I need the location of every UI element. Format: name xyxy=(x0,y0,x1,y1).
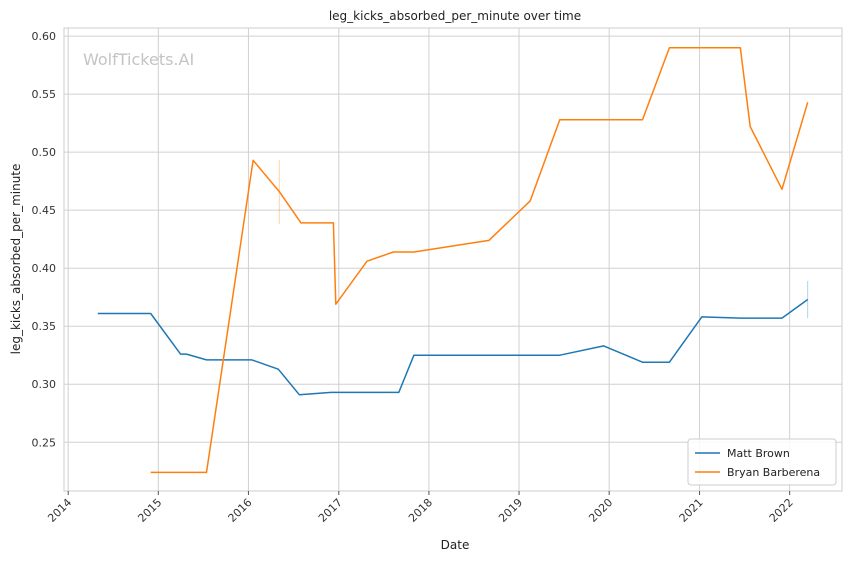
plot-area: WolfTickets.AI xyxy=(63,27,843,492)
y-tick-label: 0.55 xyxy=(32,88,57,101)
y-tick-label: 0.35 xyxy=(32,320,57,333)
series-line-bryan-barberena xyxy=(150,46,809,474)
y-axis-title: leg_kicks_absorbed_per_minute xyxy=(9,164,23,355)
legend-label-matt-brown: Matt Brown xyxy=(727,447,790,460)
y-tick-label: 0.25 xyxy=(32,436,57,449)
y-tick-label: 0.50 xyxy=(32,146,57,159)
x-axis-title: Date xyxy=(441,538,470,552)
series-lines xyxy=(97,46,809,474)
y-axis-ticks: 0.25 0.30 0.35 0.40 0.45 0.50 0.55 0.60 xyxy=(32,30,57,449)
series-line-matt-brown xyxy=(97,298,809,396)
legend: Matt Brown Bryan Barberena xyxy=(687,438,837,486)
plot-frame xyxy=(63,27,843,492)
y-tick-label: 0.30 xyxy=(32,378,57,391)
legend-label-bryan-barberena: Bryan Barberena xyxy=(727,466,820,479)
legend-box xyxy=(687,438,837,486)
chart-title: leg_kicks_absorbed_per_minute over time xyxy=(329,9,581,23)
y-tick-label: 0.45 xyxy=(32,204,57,217)
y-tick-label: 0.60 xyxy=(32,30,57,43)
y-tick-label: 0.40 xyxy=(32,262,57,275)
watermark: WolfTickets.AI xyxy=(83,50,194,69)
